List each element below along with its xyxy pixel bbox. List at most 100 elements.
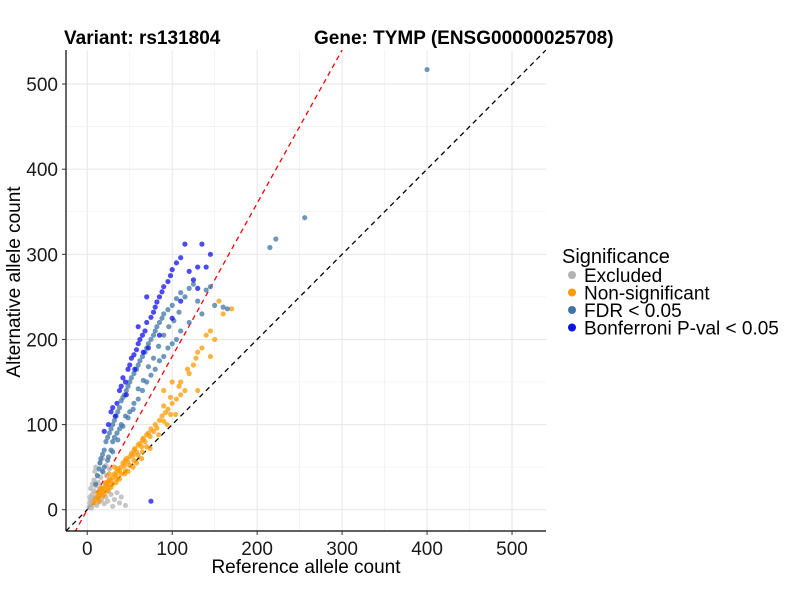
data-point	[193, 355, 199, 361]
data-point	[123, 392, 129, 398]
data-point	[105, 457, 111, 463]
data-point	[173, 295, 180, 302]
x-tick-label: 200	[241, 539, 273, 560]
data-point	[93, 481, 99, 487]
data-point	[150, 428, 157, 434]
data-point	[111, 496, 118, 503]
x-tick-label: 500	[496, 539, 528, 560]
data-point	[220, 304, 226, 310]
data-point	[110, 404, 116, 411]
data-point	[156, 332, 163, 338]
reference-line-identity	[66, 50, 546, 531]
data-point	[123, 387, 129, 394]
data-point	[127, 379, 133, 385]
data-point	[122, 471, 128, 477]
data-point	[111, 417, 118, 423]
data-point	[190, 362, 197, 368]
data-point	[167, 394, 174, 400]
data-point	[152, 366, 158, 372]
data-point	[190, 277, 197, 283]
data-point	[203, 332, 209, 338]
data-point	[108, 491, 114, 497]
data-point	[122, 502, 129, 509]
data-point	[199, 311, 205, 317]
data-point	[92, 468, 98, 475]
data-point	[195, 298, 201, 304]
data-point	[105, 498, 111, 504]
data-point	[101, 428, 107, 434]
legend-key	[568, 288, 576, 297]
data-point	[115, 437, 121, 443]
data-point	[145, 345, 152, 351]
data-point	[115, 409, 121, 415]
data-point	[159, 289, 165, 295]
data-point	[111, 464, 118, 470]
data-point	[195, 387, 201, 394]
data-point	[96, 498, 102, 504]
data-point	[106, 430, 112, 436]
y-tick-label: 100	[26, 416, 58, 437]
series-bonferroni-p-val-0-05	[101, 241, 214, 504]
data-point	[135, 386, 141, 392]
x-tick-label: 0	[82, 539, 93, 560]
data-point	[91, 477, 97, 483]
data-point	[98, 484, 104, 491]
data-point	[165, 345, 171, 351]
data-point	[139, 449, 146, 455]
data-point	[148, 498, 154, 504]
data-point	[137, 336, 143, 343]
series-non-significant	[91, 298, 235, 506]
data-point	[94, 473, 101, 479]
y-tick-label: 300	[26, 245, 58, 266]
data-point	[161, 403, 167, 409]
data-point	[145, 364, 152, 370]
data-point	[169, 267, 175, 273]
data-point	[87, 494, 93, 500]
data-point	[88, 505, 95, 511]
data-point	[224, 306, 231, 312]
data-point	[116, 500, 123, 506]
data-point	[199, 345, 205, 351]
data-point	[165, 406, 171, 412]
data-point	[156, 294, 163, 300]
data-point	[164, 421, 170, 428]
data-point	[133, 460, 140, 466]
data-point	[178, 392, 184, 398]
data-point	[161, 311, 167, 317]
data-point	[130, 406, 136, 412]
data-point	[139, 353, 146, 360]
data-point	[127, 362, 133, 368]
data-point	[176, 383, 182, 389]
legend-label: Non-significant	[584, 284, 710, 305]
data-point	[105, 488, 111, 494]
data-point	[133, 347, 140, 353]
data-point	[105, 421, 112, 428]
data-point	[135, 396, 141, 402]
reference-line-fitted-ratio	[74, 50, 343, 531]
data-point	[148, 336, 154, 343]
data-point	[142, 439, 148, 445]
data-point	[139, 444, 145, 450]
data-point	[184, 366, 191, 372]
data-point	[207, 328, 214, 334]
data-point	[116, 476, 123, 482]
data-point	[110, 449, 116, 455]
data-point	[116, 387, 123, 394]
data-point	[150, 355, 157, 361]
data-point	[131, 370, 137, 377]
data-point	[207, 251, 214, 257]
data-point	[176, 309, 182, 315]
data-point	[125, 383, 131, 389]
data-point	[120, 375, 126, 381]
data-point	[156, 358, 163, 364]
data-point	[108, 426, 114, 432]
data-point	[195, 285, 201, 291]
data-point	[182, 387, 188, 394]
data-point	[186, 319, 192, 326]
data-point	[137, 358, 143, 364]
data-point	[108, 484, 114, 491]
data-point	[186, 285, 192, 291]
data-point	[172, 411, 179, 417]
data-point	[182, 294, 188, 300]
data-point	[159, 315, 165, 321]
